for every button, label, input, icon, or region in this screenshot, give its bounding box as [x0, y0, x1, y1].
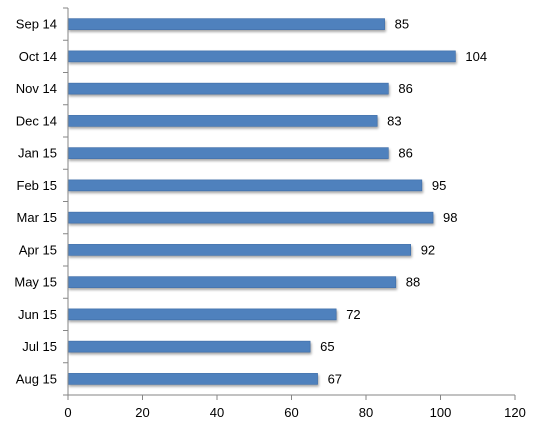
bars-layer [67, 18, 456, 385]
category-label: Dec 14 [16, 113, 57, 128]
data-label: 83 [387, 113, 401, 128]
category-label: Jul 15 [22, 339, 57, 354]
x-tick-label: 120 [504, 405, 526, 420]
data-label: 86 [398, 146, 412, 161]
bar-jan-15 [67, 147, 389, 159]
bar-feb-15 [67, 179, 423, 192]
x-tick-label: 80 [359, 405, 373, 420]
labels-layer: Sep 14 85 Oct 14 104 Nov 14 86 Dec 14 83 Jan 15 8… [14, 17, 525, 420]
bar-dec-14 [67, 115, 378, 127]
category-label: Mar 15 [17, 210, 57, 225]
category-label: Feb 15 [17, 178, 57, 193]
category-label: Nov 14 [16, 81, 57, 96]
category-label: Oct 14 [19, 49, 57, 64]
x-tick-label: 20 [135, 405, 149, 420]
x-tick-label: 40 [210, 405, 224, 420]
data-label: 85 [395, 17, 409, 32]
data-label: 95 [432, 178, 446, 193]
category-label: Jun 15 [18, 307, 57, 322]
data-label: 72 [346, 307, 360, 322]
data-label: 88 [406, 275, 420, 290]
bar-apr-15 [67, 244, 412, 256]
bar-jul-15 [67, 340, 311, 353]
data-label: 86 [398, 81, 412, 96]
x-tick-label: 0 [64, 405, 71, 420]
data-label: 92 [421, 242, 435, 257]
bar-sep-14 [67, 18, 385, 30]
category-label: Aug 15 [16, 371, 57, 386]
data-label: 98 [443, 210, 457, 225]
bar-jun-15 [67, 308, 337, 321]
category-label: Apr 15 [19, 242, 57, 257]
bar-aug-15 [67, 373, 318, 385]
bar-may-15 [67, 276, 397, 288]
category-label: Sep 14 [16, 17, 57, 32]
bar-oct-14 [67, 50, 456, 63]
category-label: Jan 15 [18, 146, 57, 161]
data-label: 65 [320, 339, 334, 354]
data-label: 67 [328, 371, 342, 386]
bar-mar-15 [67, 211, 434, 224]
category-label: May 15 [14, 275, 57, 290]
x-tick-label: 100 [430, 405, 452, 420]
data-label: 104 [465, 49, 487, 64]
axes-layer [63, 7, 516, 400]
bar-nov-14 [67, 82, 389, 95]
x-tick-label: 60 [284, 405, 298, 420]
